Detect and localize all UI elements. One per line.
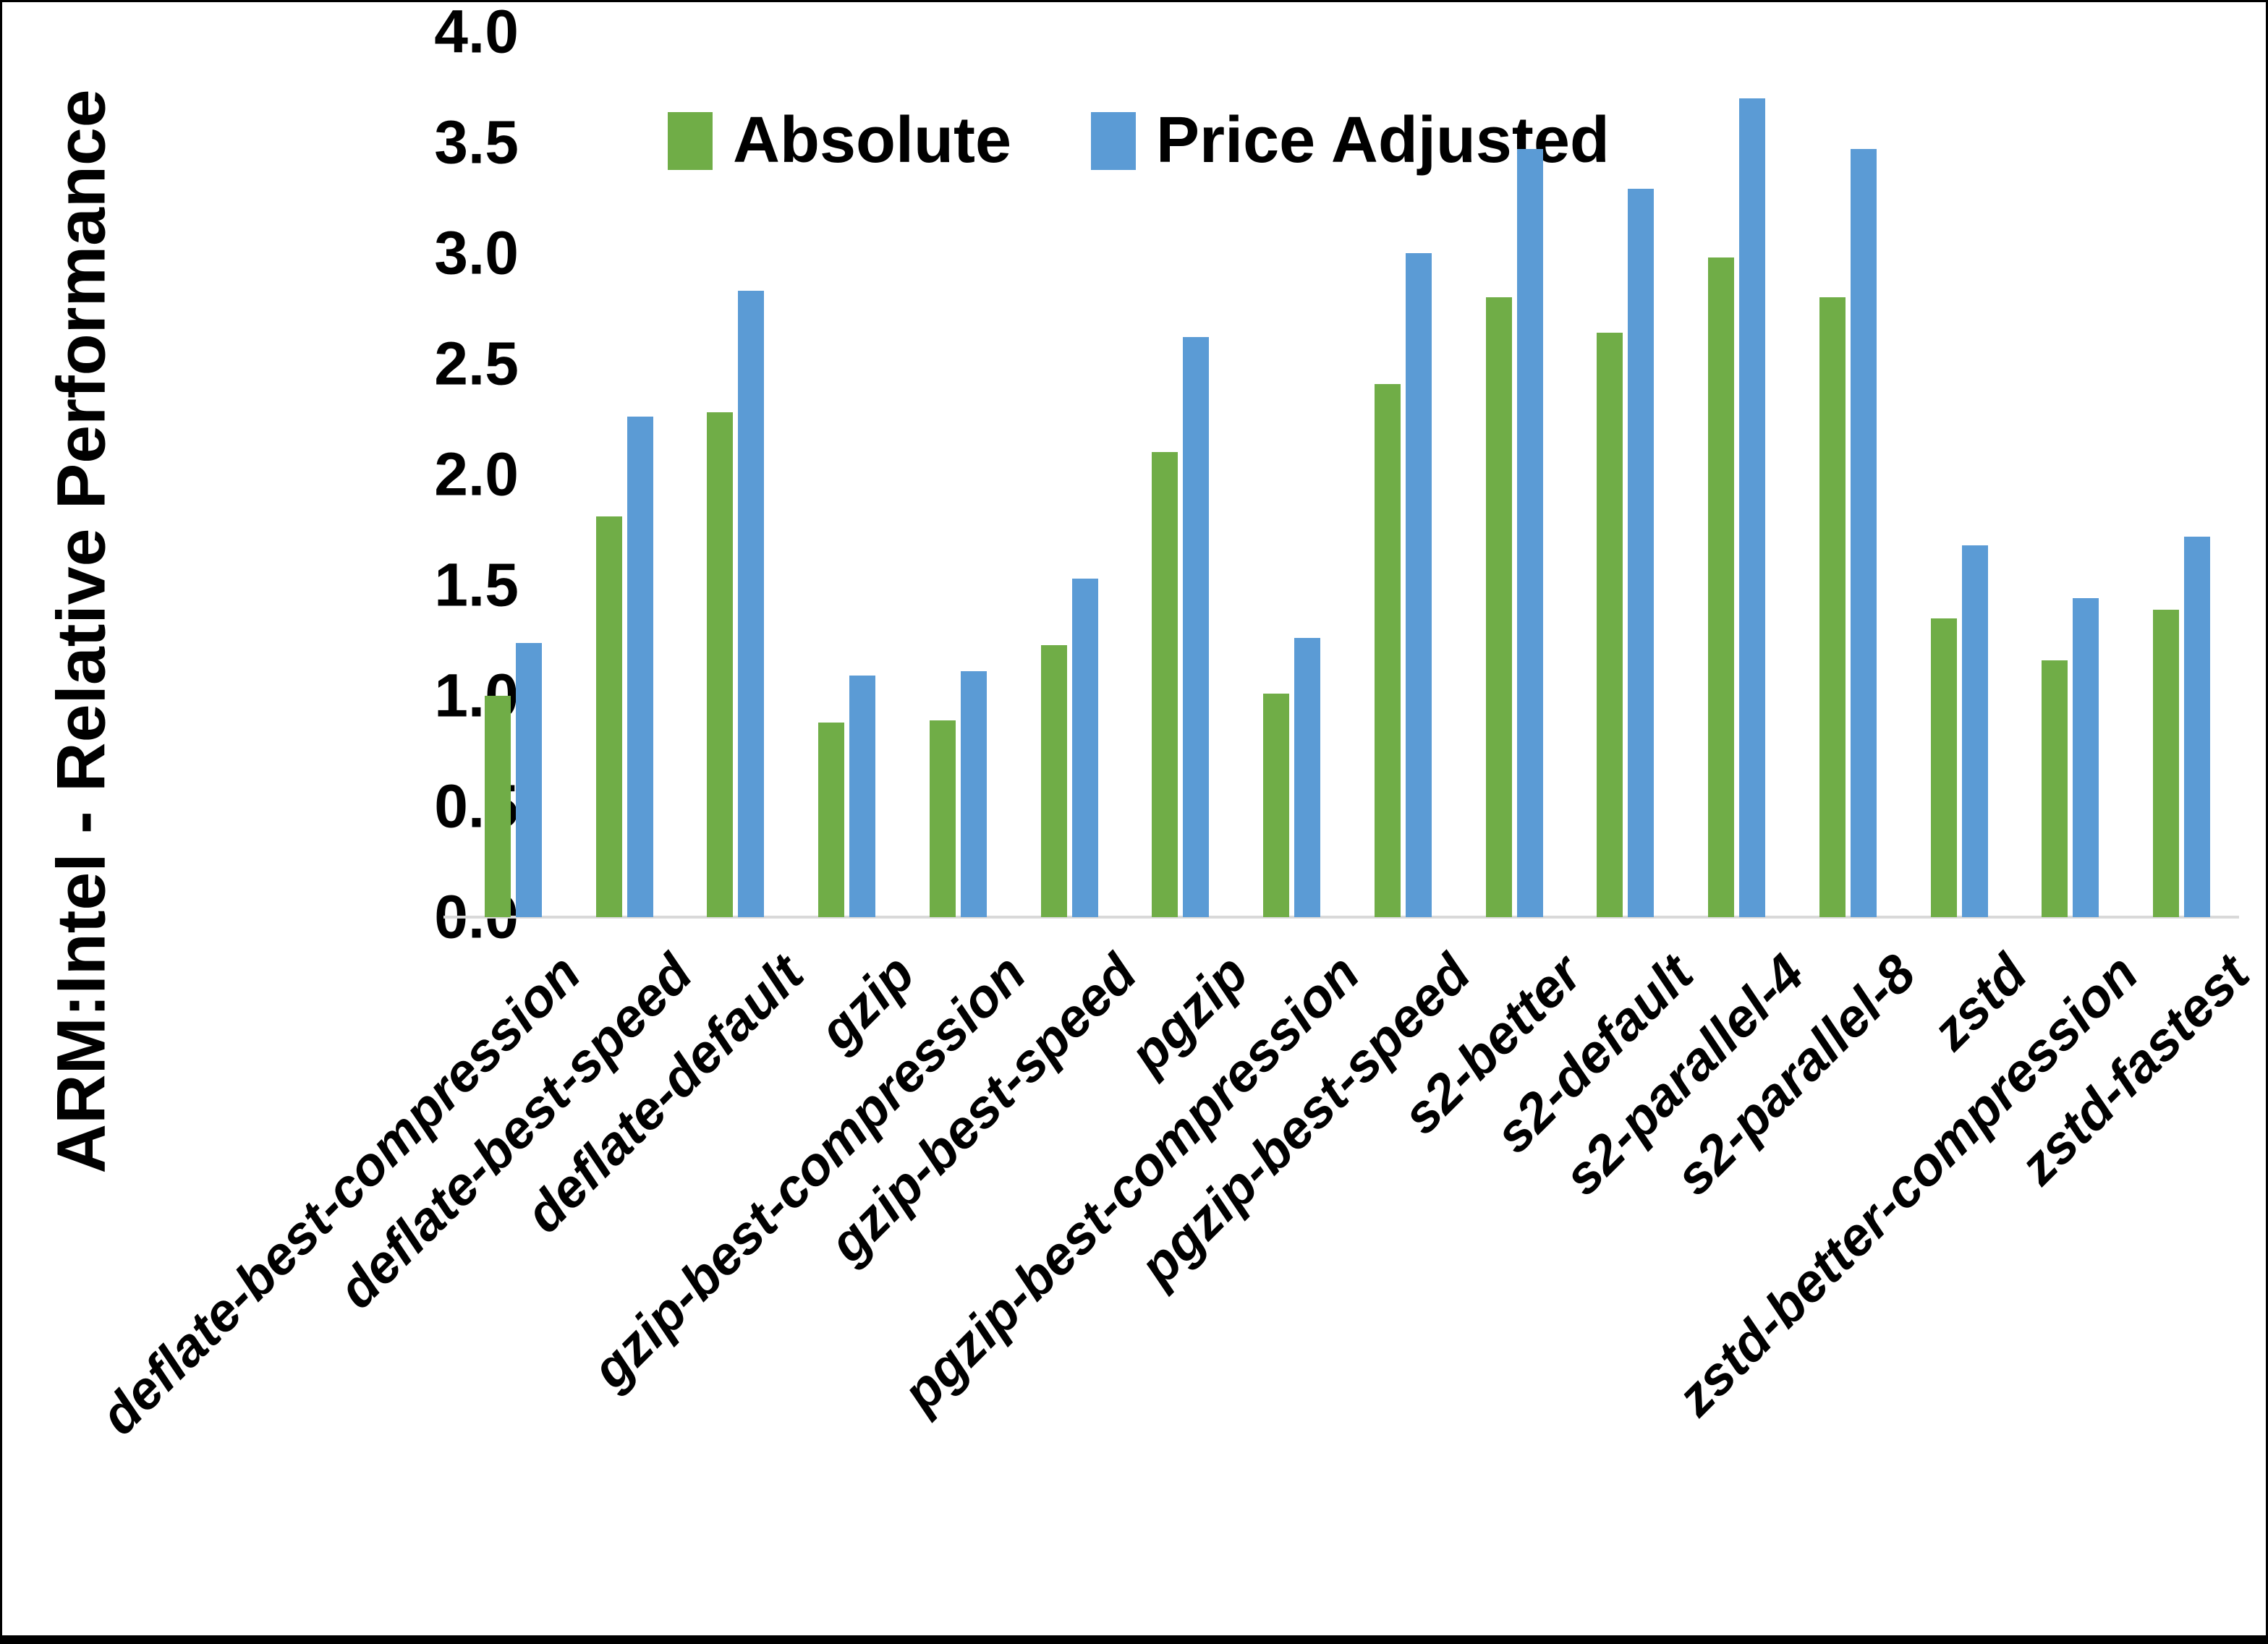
bar-absolute	[1597, 333, 1623, 917]
bottom-border-bar	[2, 1635, 2266, 1644]
bar-absolute	[1375, 384, 1401, 917]
legend-label-absolute: Absolute	[733, 104, 1012, 176]
bar-absolute	[930, 720, 956, 917]
bar-absolute	[596, 516, 622, 917]
bar-price-adjusted	[1962, 545, 1988, 917]
bar-price-adjusted	[1628, 189, 1654, 917]
bar-price-adjusted	[2184, 537, 2210, 917]
bar-absolute	[1041, 645, 1067, 917]
y-tick-label: 3.5	[434, 108, 519, 176]
absolute-series-swatch-icon	[668, 111, 713, 170]
y-tick-label: 3.0	[434, 218, 519, 287]
price-adjusted-series-swatch-icon	[1091, 111, 1137, 170]
bar-price-adjusted	[627, 417, 653, 917]
bar-absolute	[1931, 618, 1957, 917]
bar-absolute	[485, 696, 511, 917]
bar-price-adjusted	[1294, 638, 1320, 917]
bar-absolute	[1819, 297, 1846, 917]
y-tick-label: 4.0	[434, 0, 519, 66]
bar-absolute	[1708, 257, 1734, 917]
bar-absolute	[818, 723, 844, 917]
bar-price-adjusted	[516, 643, 542, 917]
y-tick-label: 2.5	[434, 329, 519, 398]
y-tick-label: 2.0	[434, 440, 519, 508]
bar-absolute	[707, 412, 733, 917]
bar-price-adjusted	[849, 676, 875, 917]
legend: Absolute Price Adjusted	[668, 103, 1610, 178]
y-tick-label: 1.5	[434, 550, 519, 619]
bar-price-adjusted	[738, 291, 764, 917]
bar-absolute	[1263, 694, 1289, 917]
legend-item-absolute: Absolute	[668, 103, 1011, 178]
bar-absolute	[1486, 297, 1512, 917]
bar-absolute	[1152, 452, 1178, 917]
bar-price-adjusted	[1517, 149, 1543, 917]
bar-price-adjusted	[1851, 149, 1877, 917]
bar-absolute	[2153, 610, 2179, 917]
bar-price-adjusted	[1739, 98, 1765, 917]
y-axis-title: ARM:Intel - Relative Performance	[43, 89, 120, 1174]
bar-price-adjusted	[1183, 337, 1209, 917]
bar-price-adjusted	[1072, 579, 1098, 917]
x-category-label: deflate-best-compression	[88, 942, 593, 1447]
bar-price-adjusted	[961, 671, 987, 917]
bar-price-adjusted	[2073, 598, 2099, 917]
bar-price-adjusted	[1406, 253, 1432, 917]
bar-absolute	[2042, 660, 2068, 917]
x-axis-line	[443, 916, 2239, 919]
